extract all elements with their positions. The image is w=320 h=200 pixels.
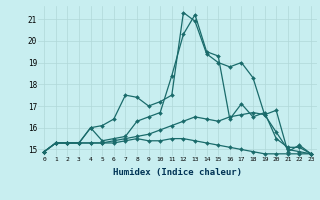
X-axis label: Humidex (Indice chaleur): Humidex (Indice chaleur) [113, 168, 242, 177]
